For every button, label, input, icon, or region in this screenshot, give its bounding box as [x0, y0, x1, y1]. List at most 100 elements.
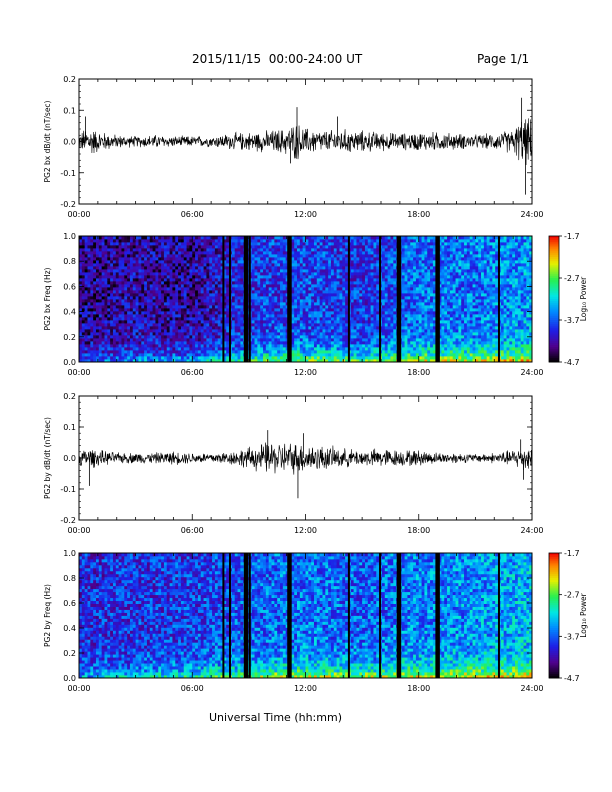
spectrogram-cell [260, 263, 264, 267]
spectrogram-cell [367, 347, 372, 351]
spectrogram-cell [328, 242, 332, 246]
spectrogram-cell [362, 284, 366, 288]
spectrogram-cell [186, 326, 190, 330]
spectrogram-cell [166, 248, 170, 252]
spectrogram-cell [393, 236, 397, 240]
spectrogram-cell [390, 257, 394, 261]
spectrogram-cell [330, 263, 335, 267]
spectrogram-cell [95, 272, 100, 276]
spectrogram-cell [90, 284, 94, 288]
spectrogram-cell [144, 350, 148, 354]
spectrogram-cell [333, 278, 338, 282]
spectrogram-cell [180, 353, 185, 357]
spectrogram-cell [280, 266, 284, 270]
spectrogram-cell [195, 266, 199, 270]
spectrogram-cell [325, 251, 329, 255]
spectrogram-cell [367, 359, 372, 363]
spectrogram-cell [104, 335, 108, 339]
spectrogram-cell [172, 326, 176, 330]
spectrogram-cell [129, 332, 134, 336]
spectrogram-cell [282, 338, 287, 342]
spectrogram-cell [178, 332, 182, 336]
spectrogram-cell [384, 320, 388, 324]
spectrogram-cell [328, 272, 332, 276]
spectrogram-cell [333, 302, 338, 306]
spectrogram-cell [308, 290, 312, 294]
spectrogram-cell [132, 311, 137, 315]
spectrogram-cell [192, 308, 196, 312]
spectrogram-cell [345, 242, 349, 246]
spectrogram-cell [206, 344, 210, 348]
spectrogram-cell [84, 248, 88, 252]
spectrogram-cell [294, 350, 298, 354]
spectrogram-cell [189, 284, 193, 288]
spectrogram-cell [277, 269, 281, 273]
spectrogram-cell [118, 308, 122, 312]
spectrogram-cell [214, 299, 219, 303]
spectrogram-cell [107, 278, 111, 282]
spectrogram-cell [226, 263, 230, 267]
spectrogram-cell [280, 317, 284, 321]
spectrogram-cell [231, 329, 236, 333]
spectrogram-cell [234, 245, 238, 249]
spectrogram-cell [81, 299, 86, 303]
spectrogram-cell [302, 251, 306, 255]
spectrogram-cell [294, 248, 298, 252]
spectrogram-cell [101, 269, 105, 273]
spectrogram-cell [316, 281, 321, 285]
spectrogram-cell [305, 242, 309, 246]
spectrogram-cell [141, 326, 145, 330]
spectrogram-cell [98, 269, 103, 273]
spectrogram-cell [220, 251, 224, 255]
spectrogram-cell [209, 341, 213, 345]
spectrogram-cell [263, 275, 267, 279]
spectrogram-cell [333, 305, 338, 309]
spectrogram-cell [200, 287, 204, 291]
spectrogram-cell [280, 293, 284, 297]
spectrogram-cell [342, 263, 346, 267]
spectrogram-cell [325, 242, 329, 246]
spectrogram-cell [141, 338, 145, 342]
spectrogram-cell [308, 239, 312, 243]
spectrogram-cell [387, 353, 391, 357]
spectrogram-cell [316, 344, 321, 348]
spectrogram-cell [195, 308, 199, 312]
spectrogram-cell [189, 311, 193, 315]
spectrogram-cell [322, 266, 326, 270]
spectrogram-cell [271, 251, 275, 255]
spectrogram-cell [254, 293, 258, 297]
spectrogram-cell [112, 293, 117, 297]
spectrogram-cell [302, 293, 306, 297]
spectrogram-cell [110, 242, 114, 246]
spectrogram-cell [260, 305, 264, 309]
spectrogram-cell [152, 251, 156, 255]
spectrogram-cell [302, 335, 306, 339]
spectrogram-cell [118, 296, 122, 300]
spectrogram-cell [333, 266, 338, 270]
spectrogram-cell [155, 350, 159, 354]
spectrogram-cell [124, 287, 128, 291]
spectrogram-cell [95, 311, 100, 315]
spectrogram-cell [333, 332, 338, 336]
spectrogram-cell [350, 323, 355, 327]
spectrogram-cell [90, 326, 94, 330]
spectrogram-cell [101, 257, 105, 261]
spectrogram-cell [240, 239, 244, 243]
spectrogram-cell [98, 335, 103, 339]
spectrogram-cell [146, 293, 151, 297]
spectrogram-cell [401, 347, 405, 351]
spectrogram-cell [169, 236, 173, 240]
spectrogram-cell [274, 266, 278, 270]
spectrogram-cell [376, 287, 380, 291]
spectrogram-cell [112, 335, 117, 339]
spectrogram-cell [345, 326, 349, 330]
spectrogram-cell [237, 263, 241, 267]
spectrogram-cell [274, 272, 278, 276]
spectrogram-cell [316, 266, 321, 270]
spectrogram-cell [81, 245, 86, 249]
spectrogram-cell [330, 299, 335, 303]
spectrogram-cell [146, 332, 151, 336]
spectrogram-cell [282, 347, 287, 351]
spectrogram-cell [169, 317, 173, 321]
spectrogram-cell [265, 245, 270, 249]
